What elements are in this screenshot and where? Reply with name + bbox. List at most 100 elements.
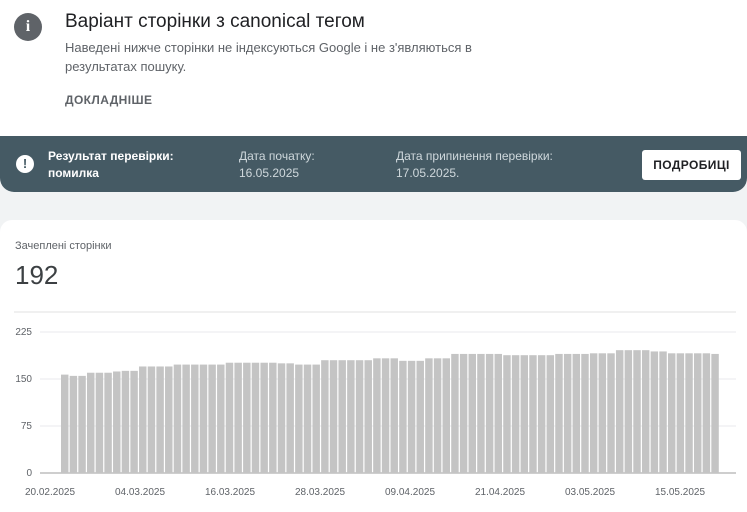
bar[interactable] (303, 364, 312, 473)
bar[interactable] (546, 355, 555, 473)
x-tick-label: 20.02.2025 (25, 487, 75, 498)
bar[interactable] (156, 366, 164, 473)
page-description: Наведені нижче сторінки не індексуються … (65, 40, 472, 74)
y-tick-label: 0 (26, 468, 32, 479)
validation-result: Результат перевірки: помилка (48, 148, 198, 182)
bar[interactable] (312, 364, 320, 473)
bar[interactable] (399, 360, 407, 473)
bar[interactable] (529, 355, 537, 473)
bar[interactable] (329, 360, 338, 473)
bar[interactable] (485, 353, 494, 473)
bar[interactable] (477, 353, 485, 473)
bar[interactable] (225, 362, 234, 473)
details-button[interactable]: ПОДРОБИЦІ (642, 150, 741, 180)
x-tick-label: 04.03.2025 (115, 487, 165, 498)
bar[interactable] (173, 364, 182, 473)
bar[interactable] (459, 353, 468, 473)
bar[interactable] (139, 366, 147, 473)
bar[interactable] (425, 358, 433, 473)
bar[interactable] (364, 360, 372, 473)
bar[interactable] (702, 353, 711, 473)
bar[interactable] (537, 355, 546, 473)
bar[interactable] (494, 353, 503, 473)
bar[interactable] (711, 353, 719, 473)
page-title: Варіант сторінки з canonical тегом (65, 11, 365, 32)
bar[interactable] (208, 364, 216, 473)
bar[interactable] (433, 358, 442, 473)
chart-card: Зачеплені сторінки 192 0 75 150 225 20.02.20… (0, 220, 747, 512)
bar[interactable] (390, 358, 398, 473)
bar[interactable] (572, 353, 581, 473)
bar[interactable] (693, 353, 702, 473)
y-tick-label: 150 (15, 374, 32, 385)
learn-more-link[interactable]: ДОКЛАДНІШЕ (65, 93, 153, 107)
validation-result-label: Результат перевірки: (48, 149, 174, 163)
bar[interactable] (468, 353, 476, 473)
bar[interactable] (451, 353, 459, 473)
bar[interactable] (269, 362, 277, 473)
bar[interactable] (69, 375, 78, 473)
bar[interactable] (511, 355, 520, 473)
bar[interactable] (295, 364, 303, 473)
x-tick-label: 03.05.2025 (565, 487, 615, 498)
bar[interactable] (251, 362, 260, 473)
y-tick-label: 225 (15, 327, 32, 338)
bar[interactable] (615, 350, 624, 473)
bar[interactable] (217, 364, 225, 473)
y-tick-label: 75 (21, 421, 33, 432)
bar[interactable] (260, 362, 268, 473)
bar[interactable] (624, 350, 633, 473)
bar[interactable] (373, 358, 381, 473)
bar[interactable] (589, 353, 598, 473)
bar[interactable] (130, 370, 138, 473)
bar[interactable] (659, 351, 667, 473)
info-icon: i (14, 13, 42, 41)
bar[interactable] (199, 364, 208, 473)
bar[interactable] (234, 362, 242, 473)
bar[interactable] (347, 360, 355, 473)
bar[interactable] (147, 366, 156, 473)
bar[interactable] (442, 358, 450, 473)
bar[interactable] (607, 353, 615, 473)
bar[interactable] (676, 353, 685, 473)
bar[interactable] (104, 372, 112, 473)
bar[interactable] (563, 353, 572, 473)
validation-result-value: помилка (48, 166, 99, 180)
bar[interactable] (243, 362, 251, 473)
bar[interactable] (416, 360, 424, 473)
bar[interactable] (321, 360, 329, 473)
bar[interactable] (407, 360, 416, 473)
bar[interactable] (87, 372, 95, 473)
bar[interactable] (598, 353, 607, 473)
metric-label: Зачеплені сторінки (15, 240, 112, 252)
bar[interactable] (113, 371, 121, 473)
x-tick-label: 15.05.2025 (655, 487, 705, 498)
bar[interactable] (581, 353, 589, 473)
bar[interactable] (286, 363, 294, 473)
bar[interactable] (95, 372, 104, 473)
bar[interactable] (555, 353, 563, 473)
bar[interactable] (381, 358, 390, 473)
bar[interactable] (338, 360, 346, 473)
bar[interactable] (165, 366, 173, 473)
bar[interactable] (520, 355, 529, 473)
bar[interactable] (182, 364, 190, 473)
x-tick-label: 28.03.2025 (295, 487, 345, 498)
bar[interactable] (633, 350, 641, 473)
start-date-label: Дата початку: (239, 149, 315, 163)
alert-icon: ! (16, 155, 34, 173)
bar[interactable] (503, 355, 511, 473)
bar[interactable] (121, 370, 130, 473)
bar[interactable] (641, 350, 650, 473)
bar[interactable] (355, 360, 364, 473)
bar[interactable] (650, 351, 659, 473)
bar[interactable] (78, 375, 86, 473)
bar[interactable] (191, 364, 199, 473)
bar[interactable] (277, 363, 286, 473)
x-tick-label: 21.04.2025 (475, 487, 525, 498)
validation-start: Дата початку: 16.05.2025 (239, 148, 315, 182)
bar[interactable] (667, 353, 676, 473)
bar[interactable] (685, 353, 693, 473)
bar[interactable] (61, 374, 69, 473)
stop-date-label: Дата припинення перевірки: (396, 149, 553, 163)
